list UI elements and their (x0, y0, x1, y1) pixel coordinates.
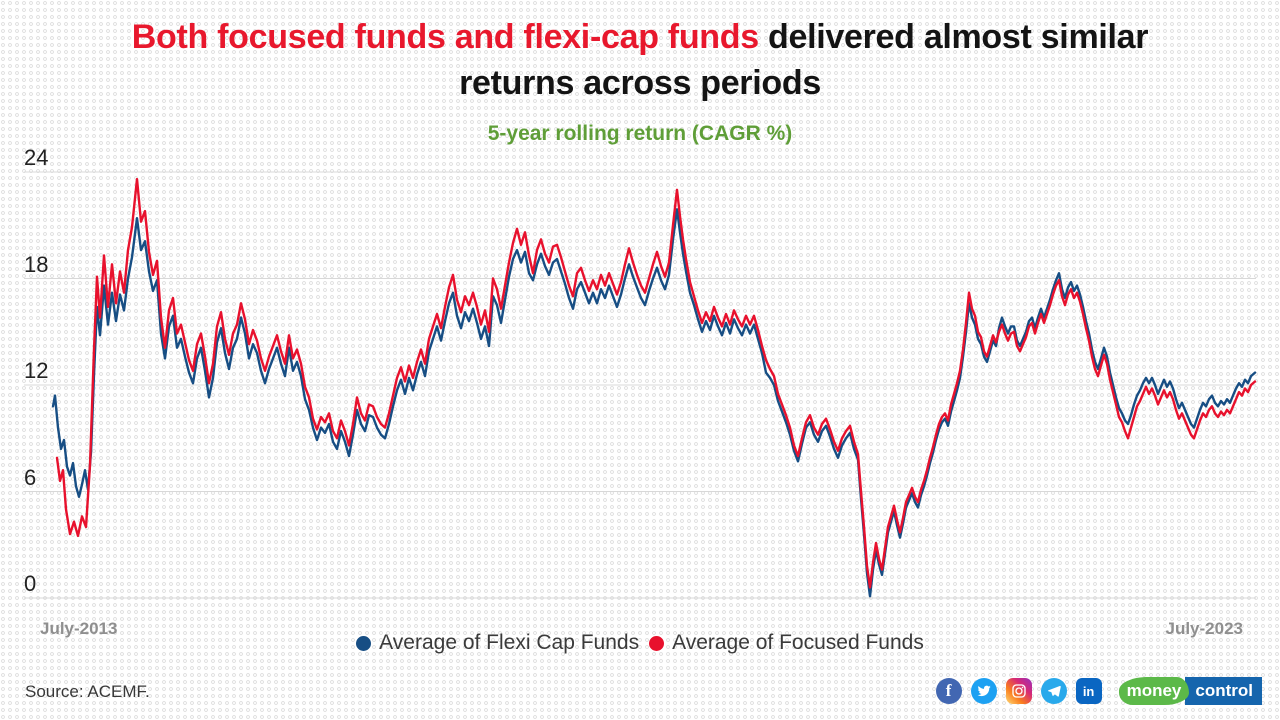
y-tick-label: 0 (24, 571, 37, 596)
chart-subtitle: 5-year rolling return (CAGR %) (487, 122, 793, 145)
title-line2: returns across periods (459, 64, 821, 102)
moneycontrol-logo: money control (1118, 677, 1262, 705)
logo-control-part: control (1185, 677, 1262, 705)
instagram-icon (1005, 678, 1032, 704)
source-note: Source: ACEMF. (25, 682, 150, 701)
x-axis-end-label: July-2023 (1165, 619, 1244, 638)
logo-money-part: money (1118, 677, 1190, 705)
focused-legend-dot-icon (649, 635, 665, 651)
flexi-cap-legend-dot-icon (356, 635, 372, 651)
legend-item-flexi-cap: Average of Flexi Cap Funds (356, 631, 639, 655)
y-tick-label: 18 (24, 251, 49, 277)
focused-funds-line (55, 177, 1257, 589)
legend: Average of Flexi Cap Funds Average of Fo… (0, 631, 1280, 655)
facebook-icon: f (935, 678, 962, 704)
title-rest: delivered almost similar (758, 18, 1149, 56)
legend-label: Average of Flexi Cap Funds (379, 631, 640, 654)
title-highlight: Both focused funds and flexi-cap funds (131, 18, 759, 56)
legend-item-focused: Average of Focused Funds (649, 631, 924, 655)
y-tick-label: 12 (24, 358, 49, 383)
flexi-cap-funds-line (51, 208, 1257, 598)
telegram-icon (1040, 678, 1067, 704)
y-tick-label: 24 (24, 145, 49, 170)
x-axis-start-label: July-2013 (40, 619, 118, 638)
page-title: Both focused funds and flexi-cap funds d… (0, 14, 1280, 106)
twitter-icon (970, 678, 997, 704)
linkedin-icon: in (1075, 678, 1102, 704)
y-tick-label: 6 (24, 464, 37, 490)
legend-label: Average of Focused Funds (672, 631, 924, 654)
footer-branding: f in money control (935, 677, 1262, 705)
